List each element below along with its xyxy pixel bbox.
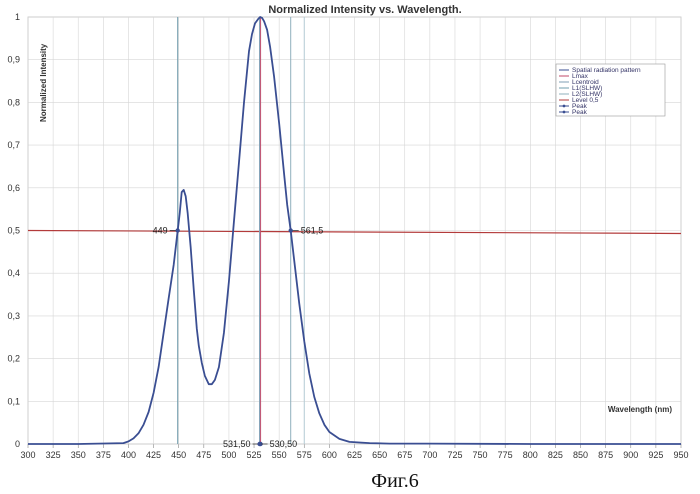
y-tick-label: 0,4 — [7, 268, 20, 278]
legend: Spatial radiation patternLmaxLcentroidL1… — [556, 64, 665, 116]
x-tick-label: 775 — [498, 450, 513, 460]
y-tick-label: 0,2 — [7, 354, 20, 364]
x-tick-label: 400 — [121, 450, 136, 460]
x-tick-label: 700 — [422, 450, 437, 460]
legend-marker — [563, 111, 566, 114]
x-tick-label: 450 — [171, 450, 186, 460]
annotation-marker — [175, 228, 179, 232]
y-tick-label: 0,7 — [7, 140, 20, 150]
x-tick-label: 750 — [473, 450, 488, 460]
y-tick-label: 0,8 — [7, 97, 20, 107]
annotation-label: 449 — [153, 226, 168, 236]
x-tick-label: 625 — [347, 450, 362, 460]
annotation-label: 530,50 — [270, 439, 298, 449]
y-tick-label: 0,5 — [7, 226, 20, 236]
y-tick-label: 0,9 — [7, 55, 20, 65]
x-axis-label: Wavelength (nm) — [608, 405, 672, 414]
x-tick-label: 525 — [247, 450, 262, 460]
x-tick-label: 575 — [297, 450, 312, 460]
chart-title: Normalized Intensity vs. Wavelength. — [268, 4, 461, 16]
x-tick-label: 350 — [71, 450, 86, 460]
x-tick-label: 500 — [221, 450, 236, 460]
x-tick-label: 475 — [196, 450, 211, 460]
y-axis-label: Normalized Intensity — [39, 43, 48, 122]
x-tick-label: 375 — [96, 450, 111, 460]
y-tick-label: 0,6 — [7, 183, 20, 193]
x-tick-label: 800 — [523, 450, 538, 460]
x-tick-label: 875 — [598, 450, 613, 460]
y-tick-label: 1 — [15, 12, 20, 22]
x-tick-label: 425 — [146, 450, 161, 460]
legend-entry: Peak — [572, 109, 588, 116]
x-tick-label: 825 — [548, 450, 563, 460]
annotation-marker — [257, 442, 261, 446]
x-tick-label: 950 — [673, 450, 688, 460]
x-tick-label: 325 — [46, 450, 61, 460]
x-tick-label: 850 — [573, 450, 588, 460]
annotation-label: 531,50 — [223, 439, 251, 449]
y-tick-label: 0 — [15, 439, 20, 449]
x-tick-label: 925 — [648, 450, 663, 460]
annotation-marker — [289, 228, 293, 232]
x-tick-label: 675 — [397, 450, 412, 460]
annotation-label: 561,5 — [301, 226, 324, 236]
x-tick-label: 900 — [623, 450, 638, 460]
x-tick-label: 300 — [20, 450, 35, 460]
x-tick-label: 650 — [372, 450, 387, 460]
x-tick-label: 725 — [447, 450, 462, 460]
y-tick-label: 0,1 — [7, 396, 20, 406]
legend-marker — [563, 105, 566, 108]
y-tick-label: 0,3 — [7, 311, 20, 321]
x-tick-label: 550 — [272, 450, 287, 460]
figure-caption: Фиг.6 — [371, 470, 418, 492]
x-tick-label: 600 — [322, 450, 337, 460]
